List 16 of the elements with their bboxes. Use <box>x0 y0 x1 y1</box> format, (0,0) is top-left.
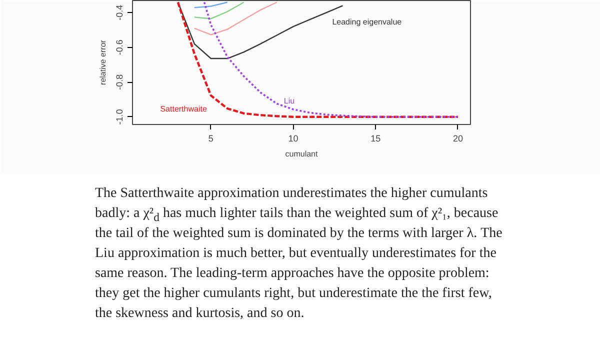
series-label: Satterthwaite <box>160 104 208 114</box>
x-tick-label: 10 <box>288 134 298 144</box>
series-label: Liu <box>284 96 295 106</box>
y-tick-label: -0.6 <box>114 40 124 56</box>
x-tick-label: 20 <box>452 134 463 144</box>
series-label: Leading eigenvalue <box>332 18 402 27</box>
y-tick-label: -0.4 <box>114 4 124 20</box>
x-axis-title: cumulant <box>285 150 319 158</box>
y-tick-label: -0.8 <box>114 74 124 90</box>
y-axis-title: relative error <box>98 40 108 85</box>
text: The Satterthwaite approximation underestimates the higher cumulants badly: a χ²$_{d}$ has much lighter tails than the weighted sum of χ²₁, because the tail of the weighted sum is dominated by the terms with larger λ. The Liu approximation is much better, but eventually underestimates for the same reason. The leading-term approaches have the opposite problem: they get the higher cumulants right, but underestimate the the first few, the skewness and kurtosis, and so on. <box>95 186 502 321</box>
x-tick-label: 15 <box>370 134 381 144</box>
y-tick-label: -1.0 <box>114 109 124 125</box>
x-tick-label: 5 <box>208 134 214 144</box>
line-series <box>194 2 278 36</box>
line-series <box>194 2 244 20</box>
